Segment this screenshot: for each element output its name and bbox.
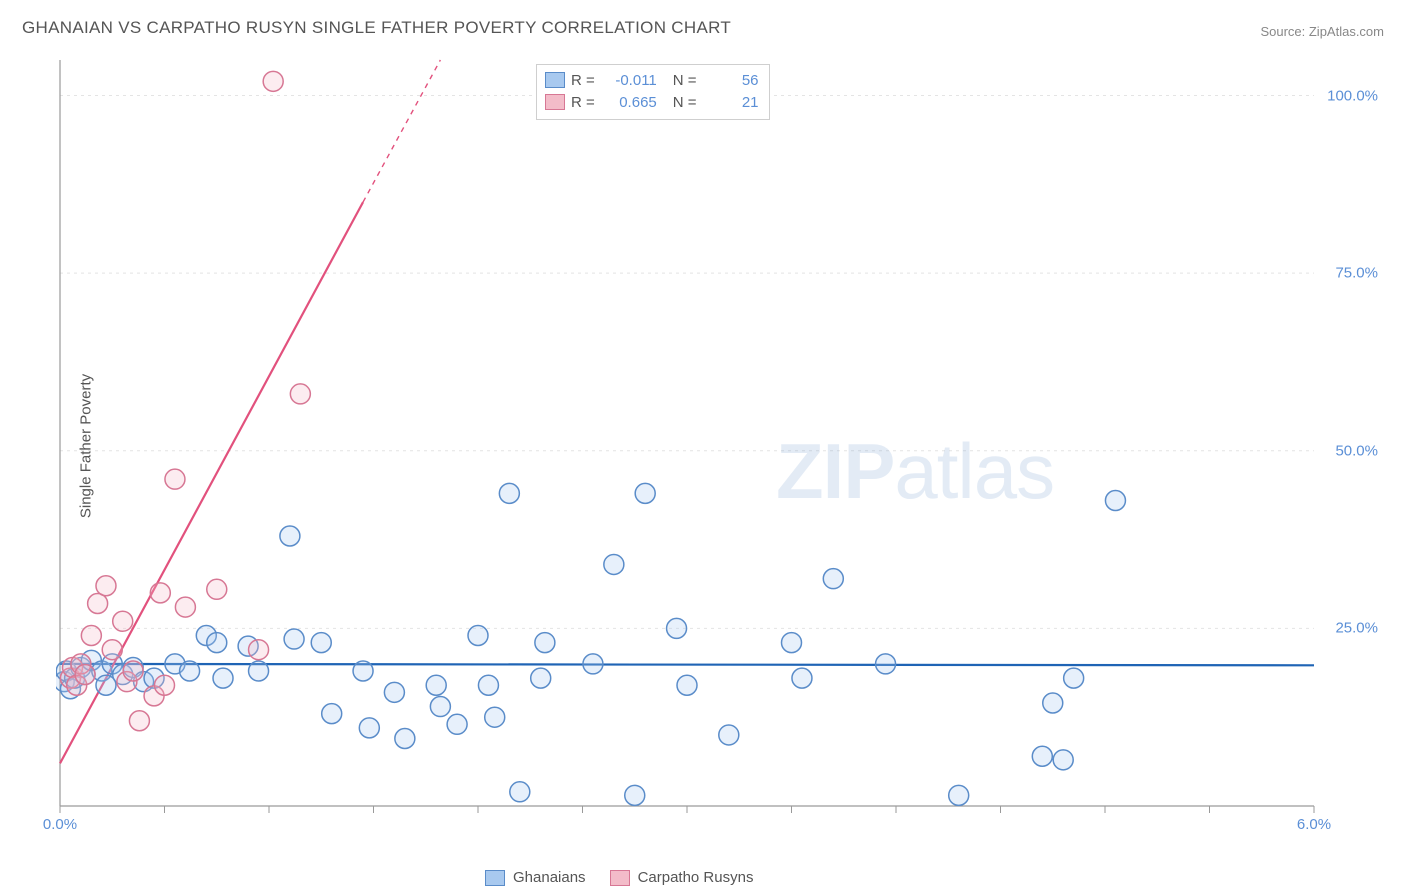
legend-label: Carpatho Rusyns [638, 869, 754, 886]
legend-row: R = 0.665 N = 21 [545, 91, 759, 113]
series-legend: Ghanaians Carpatho Rusyns [485, 869, 753, 886]
legend-row: R = -0.011 N = 56 [545, 69, 759, 91]
x-tick-label: 0.0% [43, 816, 77, 842]
source-attribution: Source: ZipAtlas.com [1260, 24, 1384, 39]
n-value: 21 [707, 94, 759, 111]
legend-swatch-ghanaians [485, 870, 505, 886]
r-label: R = [571, 72, 595, 89]
y-tick-label: 50.0% [1335, 442, 1378, 459]
legend-swatch-ghanaians [545, 72, 565, 88]
source-link[interactable]: ZipAtlas.com [1309, 24, 1384, 39]
scatter-svg [56, 56, 1386, 846]
legend-item: Ghanaians [485, 869, 586, 886]
legend-label: Ghanaians [513, 869, 586, 886]
source-label: Source: [1260, 24, 1308, 39]
legend-swatch-carpatho [610, 870, 630, 886]
y-tick-label: 25.0% [1335, 620, 1378, 637]
r-label: R = [571, 94, 595, 111]
legend-item: Carpatho Rusyns [610, 869, 754, 886]
y-tick-label: 100.0% [1327, 87, 1378, 104]
chart-title: GHANAIAN VS CARPATHO RUSYN SINGLE FATHER… [22, 18, 731, 38]
n-label: N = [673, 94, 697, 111]
plot-area: ZIPatlas R = -0.011 N = 56 R = 0.665 N =… [56, 56, 1386, 846]
correlation-legend: R = -0.011 N = 56 R = 0.665 N = 21 [536, 64, 770, 120]
n-label: N = [673, 72, 697, 89]
r-value: -0.011 [605, 72, 657, 89]
y-tick-label: 75.0% [1335, 265, 1378, 282]
n-value: 56 [707, 72, 759, 89]
legend-swatch-carpatho [545, 94, 565, 110]
r-value: 0.665 [605, 94, 657, 111]
x-tick-label: 6.0% [1297, 816, 1331, 842]
